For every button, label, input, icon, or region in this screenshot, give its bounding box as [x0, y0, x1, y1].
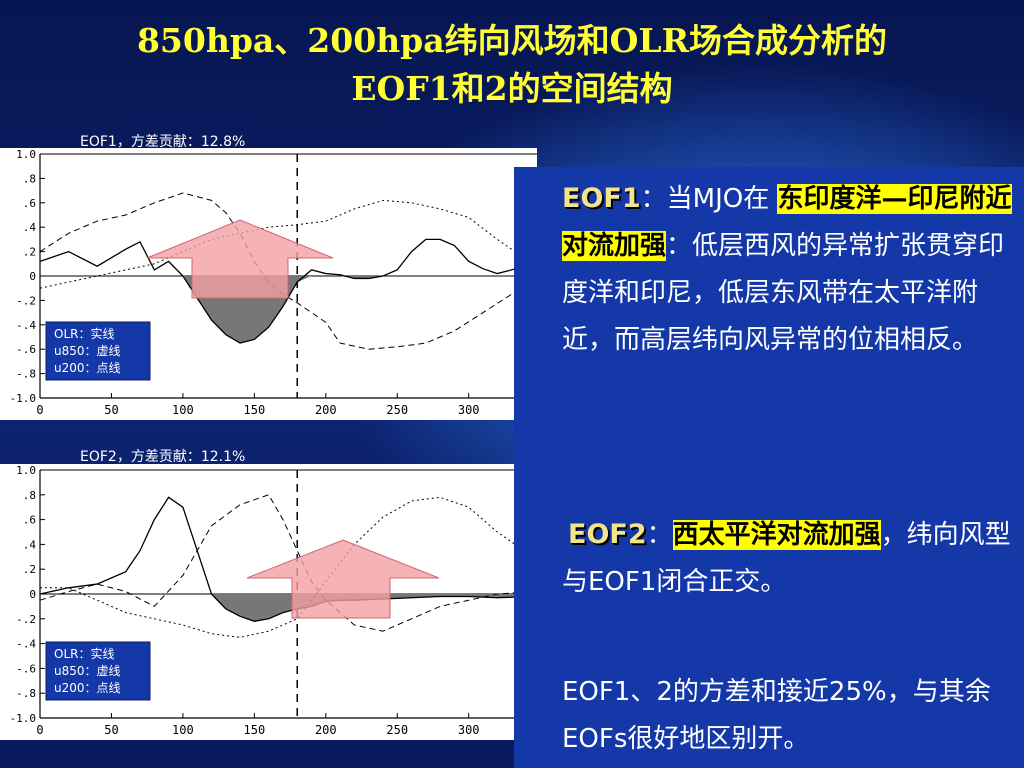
- x-tick-label: 200: [315, 723, 337, 737]
- legend-entry: u850：虚线: [54, 344, 121, 358]
- y-tick-label: .6: [23, 514, 36, 527]
- x-tick-label: 0: [36, 403, 43, 417]
- y-tick-label: .4: [23, 221, 37, 234]
- eof1-chart-svg: 1.0.8.6.4.20-.2-.4-.6-.8-1.00 50 100 150 200…: [10, 148, 537, 417]
- eof2-chart: 1.0.8.6.4.2 0 -.2 -.4 -.6 -.8 -1.0 0 50 100 150 200…: [0, 464, 537, 740]
- y-tick-label: -.4: [16, 638, 36, 651]
- y-tick-label: -.6: [16, 662, 36, 675]
- y-tick-label: 1.0: [16, 148, 36, 161]
- eof2-chart-svg: 1.0.8.6.4.20-.2-.4-.6-.8-1.00 50 100 150 200…: [10, 464, 537, 737]
- slide-title-line2: EOF1和2的空间结构: [351, 69, 673, 108]
- legend-entry: u200：点线: [54, 361, 121, 375]
- y-tick-label: 0: [29, 588, 36, 601]
- x-tick-label: 50: [104, 723, 118, 737]
- series-olr: [39, 238, 534, 344]
- series-u850: [39, 494, 534, 632]
- y-tick-label: .2: [23, 563, 36, 576]
- y-tick-label: -.2: [16, 294, 36, 307]
- x-tick-label: 250: [386, 723, 408, 737]
- x-tick-label: 300: [458, 723, 480, 737]
- y-tick-label: -.6: [16, 343, 36, 356]
- y-tick-label: -.2: [16, 613, 36, 626]
- y-tick-label: .8: [23, 172, 36, 185]
- legend-box: [45, 321, 151, 381]
- eof1-sep: ：当MJO在: [640, 184, 778, 214]
- eof2-chart-caption: EOF2，方差贡献：12.1%: [80, 449, 246, 465]
- eof2-sep: ：: [646, 520, 673, 550]
- x-tick-label: 250: [386, 403, 408, 417]
- olr-negative-fill: [40, 594, 533, 622]
- x-tick-label: 0: [36, 723, 43, 737]
- series-olr: [39, 496, 534, 622]
- y-tick-label: -.8: [16, 687, 36, 700]
- y-tick-label: .8: [23, 489, 36, 502]
- x-tick-label: 100: [172, 403, 194, 417]
- eof2-highlight: 西太平洋对流加强: [672, 520, 881, 550]
- y-tick-label: -1.0: [10, 712, 37, 725]
- y-tick-label: 0: [29, 270, 36, 283]
- eof1-body: 低层西风的异常扩张贯穿印度洋和印尼，低层东风带在太平洋附近，而高层纬向风异常的位…: [562, 231, 1005, 355]
- legend-entry: OLR：实线: [54, 646, 114, 661]
- x-tick-label: 50: [104, 403, 118, 417]
- y-tick-label: .4: [23, 538, 37, 551]
- y-tick-label: -.8: [16, 368, 36, 381]
- x-tick-label: 150: [244, 723, 266, 737]
- series-u200: [39, 199, 534, 289]
- eof2-up-arrow: [246, 539, 440, 619]
- eof1-sep2: ：: [666, 231, 693, 261]
- legend-box: [45, 641, 151, 701]
- eof2-paragraph: EOF2：西太平洋对流加强，纬向风型与EOF1闭合正交。: [562, 511, 1012, 606]
- legend-entry: u200：点线: [54, 681, 121, 695]
- summary-paragraph: EOF1、2的方差和接近25%，与其余EOFs很好地区别开。: [562, 677, 991, 754]
- series-u200: [40, 496, 534, 638]
- y-tick-label: .2: [23, 246, 36, 259]
- legend: OLR：实线 u850：虚线 u200：点线: [45, 321, 151, 381]
- eof1-chart-caption: EOF1，方差贡献：12.8%: [80, 134, 246, 150]
- x-tick-label: 300: [458, 403, 480, 417]
- x-tick-label: 150: [244, 403, 266, 417]
- eof1-up-arrow: [146, 219, 334, 299]
- legend-entry: u850：虚线: [54, 664, 121, 678]
- legend: OLR：实线 u850：虚线 u200：点线: [45, 641, 151, 701]
- y-tick-label: -1.0: [10, 392, 37, 405]
- x-tick-label: 100: [172, 723, 194, 737]
- explanation-panel: EOF1：当MJO在 东印度洋—印尼附近对流加强：低层西风的异常扩张贯穿印度洋和…: [514, 167, 1024, 768]
- eof2-keyword: EOF2: [568, 519, 647, 550]
- x-tick-label: 200: [315, 403, 337, 417]
- eof1-keyword: EOF1: [562, 183, 641, 214]
- eof2-body: ，纬向风型与EOF1闭合正交。: [562, 520, 1011, 597]
- slide-title-line1: 850hpa、200hpa纬向风场和OLR场合成分析的: [136, 21, 888, 60]
- y-tick-label: 1.0: [16, 464, 36, 477]
- y-tick-label: -.4: [16, 319, 36, 332]
- legend-entry: OLR：实线: [54, 326, 114, 341]
- y-tick-label: .6: [23, 197, 36, 210]
- eof1-paragraph: EOF1：当MJO在 东印度洋—印尼附近对流加强：低层西风的异常扩张贯穿印度洋和…: [562, 175, 1012, 364]
